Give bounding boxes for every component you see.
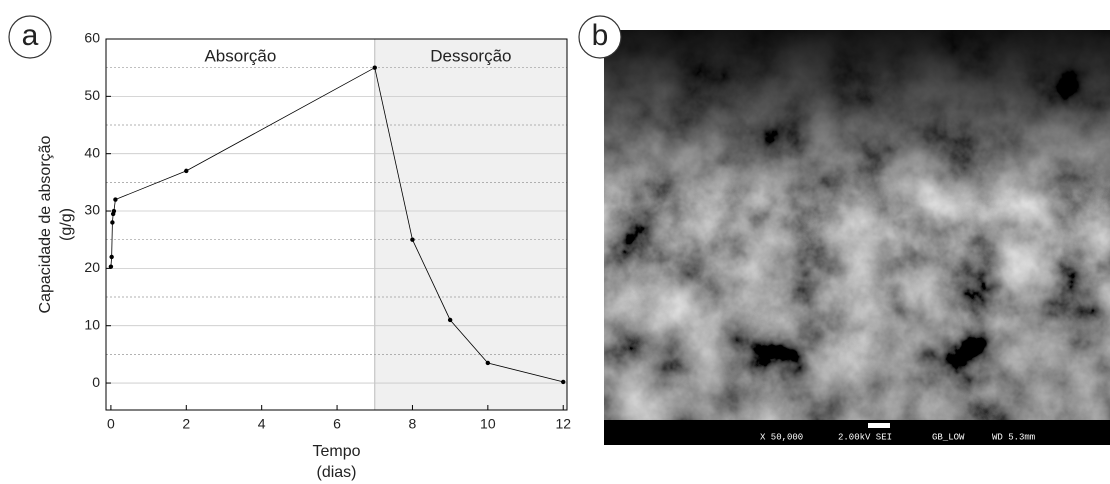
y-tick-label: 50	[84, 87, 100, 103]
data-point	[447, 317, 453, 323]
panel-label-circle	[578, 15, 622, 59]
y-tick-label: 40	[84, 144, 100, 160]
series-line	[110, 67, 564, 383]
x-tick-label: 4	[258, 416, 266, 432]
x-axis-title: Tempo	[312, 443, 360, 460]
x-axis-title: (dias)	[316, 464, 356, 481]
data-point	[108, 264, 114, 269]
x-tick-label: 8	[409, 416, 417, 432]
plot-frame	[105, 38, 568, 411]
panel-label-circle	[8, 15, 52, 59]
data-point	[110, 220, 115, 225]
info-text: WD 5.3mm	[992, 432, 1035, 442]
data-point	[372, 65, 377, 70]
x-tick-label: 2	[182, 416, 190, 432]
region-label: Absorção	[204, 46, 276, 65]
y-axis-title: (g/g)	[58, 208, 75, 241]
info-text: X 50,000	[760, 432, 803, 442]
y-tick-label: 60	[84, 30, 100, 46]
y-tick-label: 20	[84, 259, 100, 275]
x-tick-label: 12	[555, 416, 571, 432]
data-point	[485, 360, 491, 366]
y-tick-label: 10	[84, 316, 100, 332]
x-tick-label: 10	[480, 416, 496, 432]
data-point	[184, 168, 189, 174]
x-tick-label: 6	[333, 416, 341, 432]
sem-info-bar	[604, 420, 1110, 445]
data-point	[109, 254, 114, 260]
region-label: Dessorção	[430, 46, 511, 65]
y-tick-label: 30	[84, 202, 100, 218]
data-point	[561, 379, 566, 385]
data-point	[111, 208, 117, 214]
y-axis-title: Capacidade de absorção	[37, 135, 54, 313]
data-point	[113, 197, 118, 202]
region	[374, 39, 567, 410]
data-point	[410, 237, 415, 242]
panel-b: X 50,000 2.00kV SEI GB_LOW WD 5.3mm b	[578, 15, 1110, 445]
panel-a: a Absorção Dessorção 0 10 20 30 40 50 60 0 2 4 6 8 10 1…	[8, 15, 571, 482]
scale-bar	[868, 423, 890, 428]
x-tick-label: 0	[107, 416, 115, 432]
plot: Absorção Dessorção 0 10 20 30 40 50 60 0 2 4 6 8 10 12 T…	[37, 30, 571, 482]
y-tick-label: 0	[92, 374, 100, 390]
sem-shade	[604, 30, 1110, 420]
panel-label: b	[592, 19, 609, 52]
info-text: 2.00kV SEI	[838, 432, 892, 442]
info-text: GB_LOW	[932, 432, 965, 442]
panel-label: a	[22, 19, 39, 52]
